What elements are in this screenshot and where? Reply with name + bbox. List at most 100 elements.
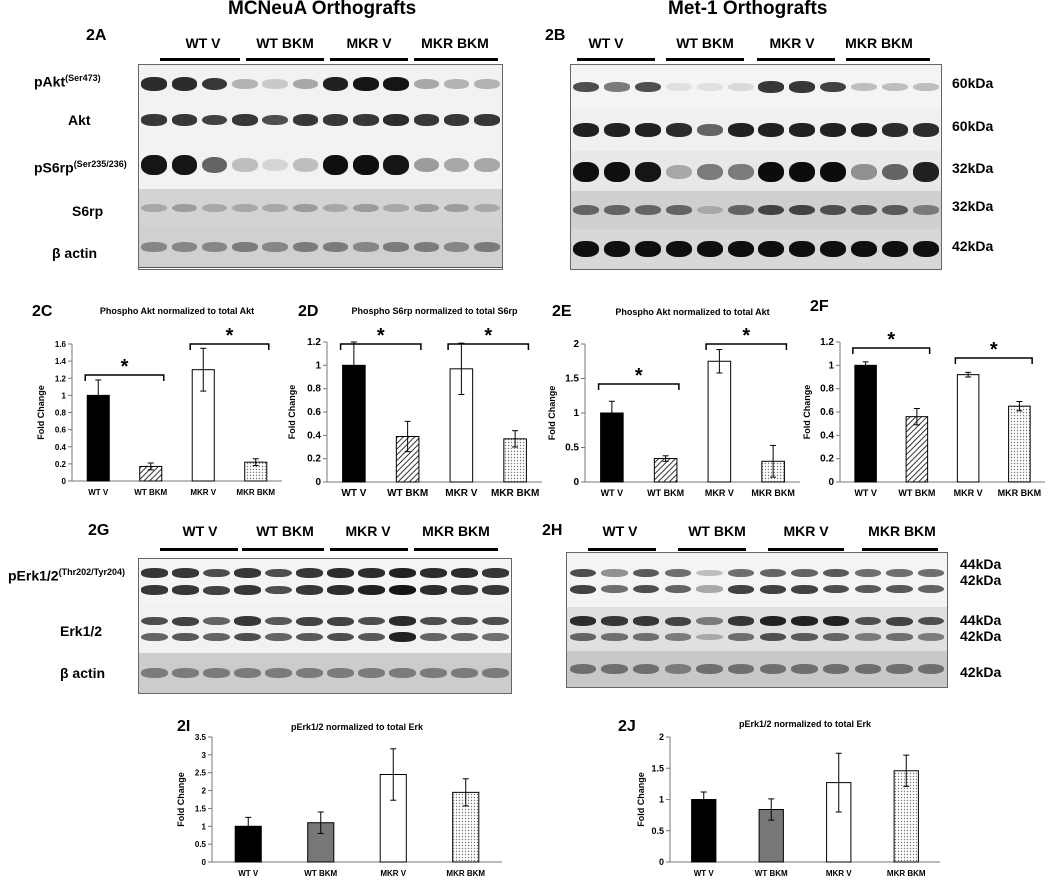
group-bar xyxy=(330,58,408,61)
blot-band xyxy=(232,158,258,172)
blot-band xyxy=(791,616,818,626)
blot-band xyxy=(389,568,416,578)
western-blot-2g xyxy=(138,558,512,694)
x-tick-label: MKR V xyxy=(445,488,478,499)
blot-strip xyxy=(139,103,502,138)
blot-row-label: Erk1/2 xyxy=(60,623,103,639)
blot-band xyxy=(696,124,723,136)
blot-band xyxy=(141,203,167,213)
group-bar xyxy=(330,548,408,551)
bar xyxy=(707,360,732,483)
blot-band xyxy=(604,162,631,182)
group-label: MKR BKM xyxy=(421,35,489,51)
group-bar xyxy=(246,58,324,61)
blot-band xyxy=(265,585,292,595)
y-tick-label: 0.8 xyxy=(55,409,67,418)
panel-label-2g: 2G xyxy=(88,522,110,539)
blot-band xyxy=(358,632,385,642)
bar-chart-2d: Phospho S6rp normalized to total S6rp Fol… xyxy=(287,306,542,499)
blot-row-label: S6rp xyxy=(72,203,104,219)
blot-band xyxy=(632,633,660,641)
blot-band xyxy=(569,584,597,594)
blot-band xyxy=(474,79,500,89)
blot-band xyxy=(912,241,939,257)
blot-band xyxy=(759,664,787,674)
chart-title: Phospho Akt normalized to total Akt xyxy=(100,306,254,316)
y-tick-label: 1.5 xyxy=(651,763,664,773)
group-bar xyxy=(160,58,240,61)
blot-band xyxy=(141,668,168,678)
x-tick-label: WT BKM xyxy=(134,488,167,497)
blot-band xyxy=(854,584,882,594)
panel-label-2h: 2H xyxy=(542,522,563,539)
chart-title: Phospho Akt normalized to total Akt xyxy=(615,307,769,317)
blot-band xyxy=(789,204,816,216)
blot-band xyxy=(203,668,230,678)
blot-band xyxy=(632,664,660,674)
blot-band xyxy=(389,668,416,678)
blot-band xyxy=(758,81,785,93)
blot-band xyxy=(791,633,818,641)
significance-star: * xyxy=(742,325,750,347)
blot-band xyxy=(696,664,723,674)
group-bar xyxy=(768,548,844,551)
blot-band xyxy=(353,242,379,252)
blot-strip xyxy=(567,607,947,652)
blot-band xyxy=(791,584,818,594)
kda-label: 60kDa xyxy=(952,75,994,91)
blot-band xyxy=(850,241,877,257)
blot-band xyxy=(604,241,631,257)
blot-band xyxy=(665,83,692,91)
blot-band xyxy=(232,242,258,252)
significance-bracket xyxy=(339,343,422,350)
blot-band xyxy=(759,633,787,641)
blot-band xyxy=(854,664,882,674)
blot-band xyxy=(758,204,785,216)
y-tick-label: 1 xyxy=(659,795,664,805)
blot-band xyxy=(141,632,168,642)
group-label: WT BKM xyxy=(688,523,746,539)
blot-band xyxy=(322,77,349,91)
blot-band xyxy=(451,668,478,678)
group-bar xyxy=(414,548,498,551)
y-tick-label: 1 xyxy=(573,408,579,419)
blot-strip xyxy=(139,653,511,693)
blot-band xyxy=(569,568,597,578)
blot-band xyxy=(881,82,908,92)
y-tick-label: 1.2 xyxy=(307,337,321,348)
blot-band xyxy=(443,242,470,252)
blot-band xyxy=(322,203,349,213)
blot-band xyxy=(635,81,662,93)
blot-band xyxy=(413,157,440,173)
panel-label-2f: 2F xyxy=(810,298,829,315)
blot-band xyxy=(791,568,818,578)
y-tick-label: 3 xyxy=(202,751,207,760)
group-label: WT BKM xyxy=(676,35,734,51)
blot-row-label: β actin xyxy=(52,245,98,261)
blot-band xyxy=(451,568,478,578)
blot-band xyxy=(822,616,850,626)
group-label: WT V xyxy=(185,35,221,51)
chart-title: Phospho S6rp normalized to total S6rp xyxy=(351,306,518,316)
blot-strip xyxy=(139,227,502,268)
blot-band xyxy=(420,616,447,626)
blot-band xyxy=(822,633,850,641)
y-axis-label: Fold Change xyxy=(802,385,812,440)
bar-chart-2f: Fold Change 0 0.2 0.4 0.6 0.8 1 1.2 WT V WT BKM MK… xyxy=(802,329,1045,498)
blot-band xyxy=(759,616,787,626)
blot-band xyxy=(171,242,198,252)
blot-band xyxy=(451,616,478,626)
kda-label: 32kDa xyxy=(952,160,994,176)
x-tick-label: WT V xyxy=(341,488,366,499)
blot-band xyxy=(758,241,785,257)
blot-band xyxy=(482,668,509,678)
significance-star: * xyxy=(377,325,385,347)
blot-band xyxy=(327,616,354,626)
significance-star: * xyxy=(887,329,895,351)
bar xyxy=(234,825,262,863)
blot-band xyxy=(234,632,261,642)
kda-label: 42kDa xyxy=(960,628,1002,644)
right-title: Met-1 Orthografts xyxy=(668,0,828,19)
y-tick-label: 1 xyxy=(315,360,321,371)
blot-band xyxy=(482,632,509,642)
